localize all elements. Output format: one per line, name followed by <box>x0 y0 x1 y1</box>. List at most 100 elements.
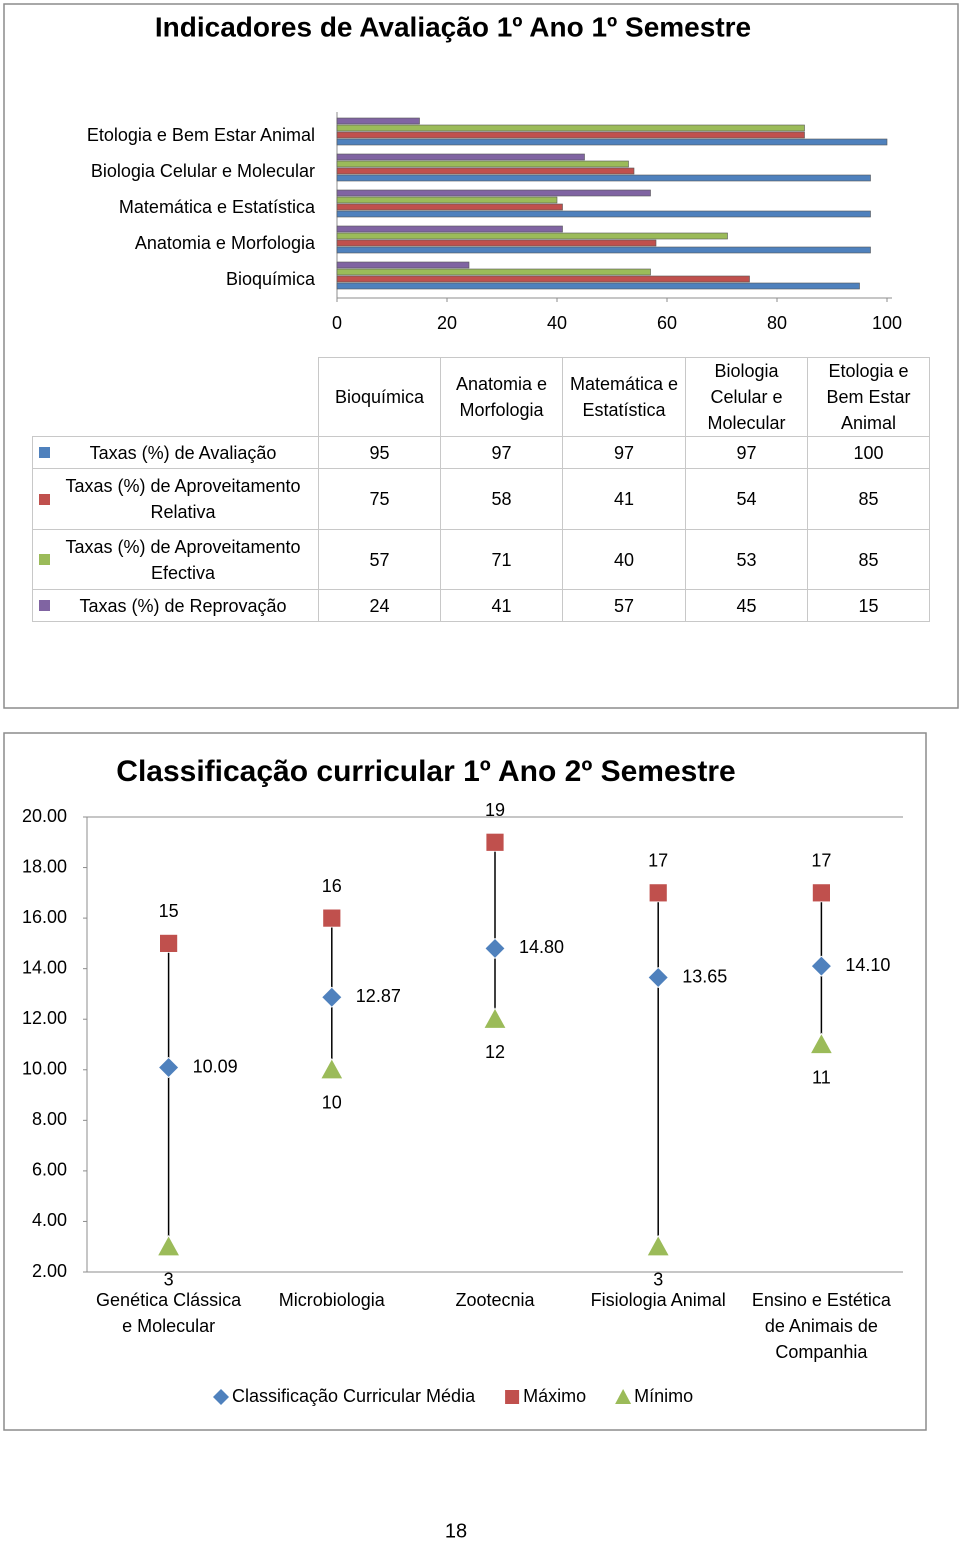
legend-label: Classificação Curricular Média <box>232 1386 476 1406</box>
data-label: 14.10 <box>845 955 890 975</box>
marker-triangle <box>156 1234 181 1257</box>
data-label: 16 <box>322 876 342 896</box>
marker-triangle <box>646 1234 670 1257</box>
y-tick-label: Anatomia e Morfologia <box>135 233 316 253</box>
y-tick-label: Etologia e Bem Estar Animal <box>87 125 315 145</box>
marker-square <box>812 883 831 903</box>
table-row: Taxas (%) de Reprovação 24 41 57 45 15 <box>32 589 930 622</box>
table-header: Biologia Celular e Molecular <box>685 357 808 437</box>
table-header: Matemática e Estatística <box>562 357 686 437</box>
x-tick-label: 40 <box>547 313 567 333</box>
y-tick-label: Biologia Celular e Molecular <box>91 161 315 181</box>
bar <box>336 239 657 247</box>
table-value: 97 <box>685 436 808 469</box>
table-value: 40 <box>562 529 686 590</box>
table-value: 85 <box>807 529 930 590</box>
table-row: Taxas (%) de Aproveitamento Relativa 75 58… <box>32 468 930 530</box>
table-value: 75 <box>318 468 441 530</box>
marker-square <box>159 933 179 953</box>
y-tick-label: 12.00 <box>22 1008 67 1028</box>
y-tick-label: 14.00 <box>22 957 67 977</box>
bar <box>336 210 871 218</box>
data-label: 17 <box>648 851 668 871</box>
marker-diamond <box>810 955 832 977</box>
chart-title: Classificação curricular 1º Ano 2º Semes… <box>116 755 735 788</box>
table-value: 41 <box>440 589 563 622</box>
marker-diamond <box>321 986 343 1008</box>
data-label: 17 <box>811 851 831 871</box>
data-label: 3 <box>164 1269 174 1289</box>
bar <box>336 203 563 211</box>
data-label: 12 <box>485 1042 505 1062</box>
table-value: 54 <box>685 468 808 530</box>
data-label: 19 <box>485 800 505 820</box>
legend-key <box>213 1389 229 1405</box>
data-label: 13.65 <box>682 966 727 986</box>
table-value: 45 <box>685 589 808 622</box>
bar <box>336 261 470 269</box>
bar <box>336 131 805 139</box>
bar <box>336 196 558 204</box>
data-label: 10 <box>322 1093 342 1113</box>
bar <box>336 167 635 175</box>
legend-entry: Mínimo <box>615 1386 693 1406</box>
data-label: 15 <box>159 901 179 921</box>
table-value: 95 <box>318 436 441 469</box>
bar <box>336 189 651 197</box>
table-row-header: Taxas (%) de Avaliação <box>32 436 319 469</box>
chart-frame <box>3 732 927 1431</box>
bar <box>336 275 750 283</box>
table-header: Bioquímica <box>318 357 441 437</box>
data-label: 10.09 <box>193 1056 238 1076</box>
bar <box>336 153 585 161</box>
legend-key <box>39 554 50 565</box>
data-label: 12.87 <box>356 986 401 1006</box>
bar <box>336 246 871 254</box>
bar <box>336 174 871 182</box>
x-tick-label: Fisiologia Animal <box>590 1290 726 1310</box>
legend-label: Taxas (%) de Aproveitamento Efectiva <box>65 536 301 583</box>
legend-key <box>39 447 50 458</box>
table-row: Taxas (%) de Avaliação 95 97 97 97 100 <box>32 436 930 469</box>
chart-title: Indicadores de Avaliação 1º Ano 1º Semes… <box>155 11 751 42</box>
y-tick-label: 8.00 <box>32 1109 67 1129</box>
marker-square <box>485 832 505 852</box>
table-value: 97 <box>440 436 563 469</box>
x-tick-label: Genética Clássica e Molecular <box>96 1290 242 1336</box>
table-header-row: Bioquímica Anatomia e Morfologia Matemátic… <box>32 357 930 437</box>
y-tick-label: 4.00 <box>32 1210 67 1230</box>
data-label: 11 <box>812 1067 831 1087</box>
table-value: 85 <box>807 468 930 530</box>
table-value: 58 <box>440 468 563 530</box>
data-table: Bioquímica Anatomia e Morfologia Matemátic… <box>32 357 930 622</box>
table-header: Etologia e Bem Estar Animal <box>807 357 930 437</box>
marker-triangle <box>320 1057 344 1080</box>
table-value: 57 <box>562 589 686 622</box>
x-tick-label: Microbiologia <box>278 1290 385 1310</box>
x-tick-label: Ensino e Estética de Animais de Companhi… <box>751 1290 891 1362</box>
table-row: Taxas (%) de Aproveitamento Efectiva 57 71… <box>32 529 930 590</box>
table-value: 53 <box>685 529 808 590</box>
bar <box>336 232 728 240</box>
data-label: 3 <box>653 1269 663 1289</box>
y-tick-label: Matemática e Estatística <box>119 197 316 217</box>
table-row-header: Taxas (%) de Reprovação <box>32 589 319 622</box>
table-value: 97 <box>562 436 686 469</box>
x-tick-label: 20 <box>437 313 457 333</box>
table-row-header: Taxas (%) de Aproveitamento Efectiva <box>32 529 319 590</box>
y-tick-label: 18.00 <box>22 856 67 876</box>
y-tick-label: 10.00 <box>22 1059 67 1079</box>
y-tick-label: 2.00 <box>32 1261 67 1281</box>
y-tick-label: 6.00 <box>32 1160 67 1180</box>
table-value: 71 <box>440 529 563 590</box>
legend-key <box>615 1389 632 1404</box>
x-tick-label: 80 <box>767 313 787 333</box>
y-tick-label: Bioquímica <box>226 269 316 289</box>
x-tick-label: Zootecnia <box>455 1290 535 1310</box>
table-value: 15 <box>807 589 930 622</box>
marker-triangle <box>809 1032 834 1054</box>
legend-entry: Classificação Curricular Média <box>213 1386 476 1406</box>
page-number: 18 <box>445 1520 467 1542</box>
